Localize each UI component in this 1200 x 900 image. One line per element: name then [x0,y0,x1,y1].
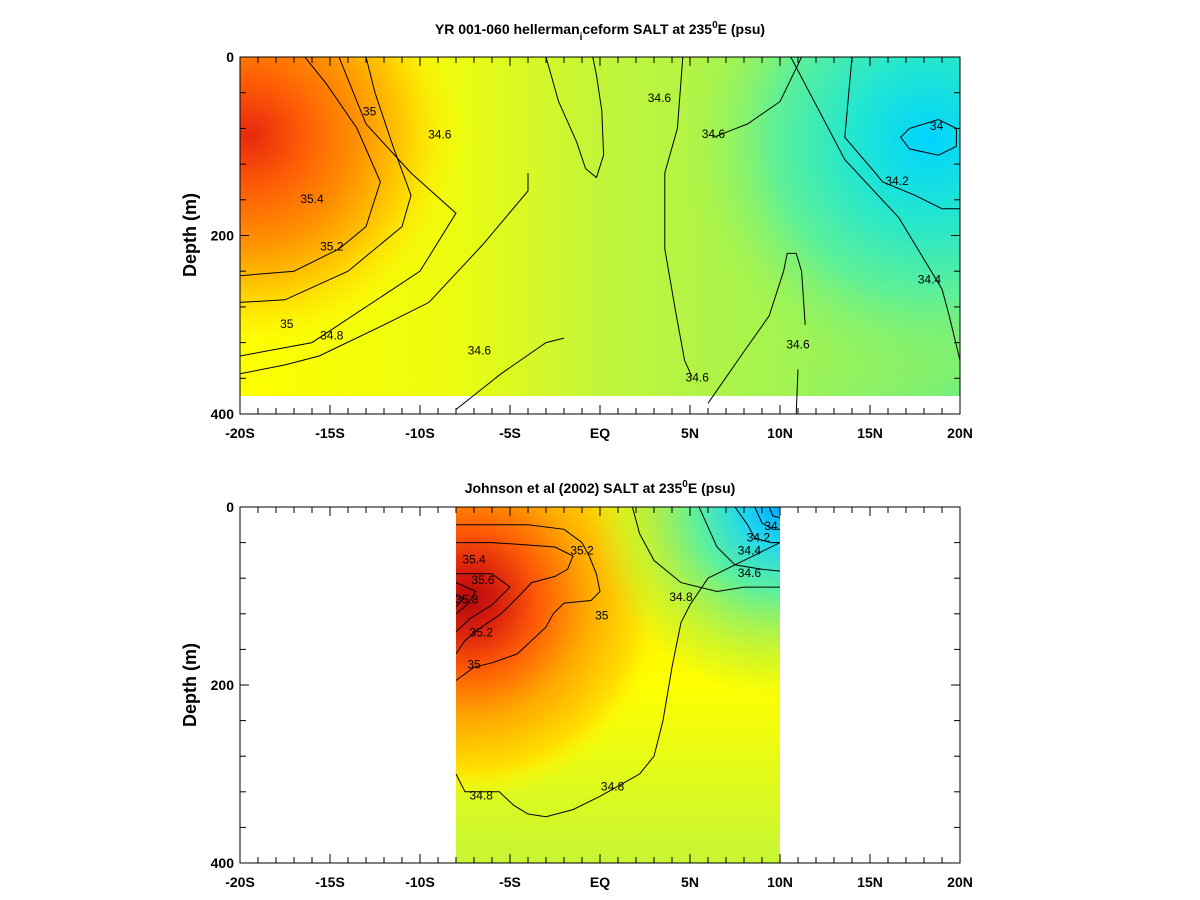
y-axis-label: Depth (m) [180,193,200,277]
contour-line [768,507,781,519]
contour-line [455,593,464,608]
contour-label: 34 [764,519,778,533]
x-tick-label: -15S [315,425,345,441]
x-tick-label: -10S [405,425,435,441]
contour-label: 34.8 [470,788,494,802]
contour-line [240,173,529,375]
contour-line [455,337,565,410]
contour-lines [240,57,960,414]
contour-label: 35.8 [455,593,479,607]
contour-label: 35.4 [300,192,324,206]
contour-label: 34.6 [786,337,810,351]
chart-johnson-salinity: Johnson et al (2002) SALT at 2350E (psu)… [180,479,973,890]
contour-line [240,57,457,357]
contour-label: 34.6 [738,566,762,580]
contour-label: 34 [930,119,944,133]
contour-label: 34.2 [885,174,909,188]
contour-label: 34.8 [601,779,625,793]
contour-label: 34.8 [669,590,693,604]
axis-ticks [239,506,961,864]
chart-model-salinity: YR 001-060 hellermaniceform SALT at 2350… [180,20,973,441]
y-tick-label: 400 [211,855,235,871]
chart-title: YR 001-060 hellermaniceform SALT at 2350… [435,20,765,43]
contour-lines [455,507,781,818]
y-tick-label: 0 [226,49,234,65]
contour-label: 35 [280,317,294,331]
contour-label: 34.6 [648,91,672,105]
contour-label: 34.6 [686,370,710,384]
contour-label: 34.6 [702,127,726,141]
x-tick-label: 15N [857,425,883,441]
contour-line [698,507,781,572]
contour-label: 34.6 [428,128,452,142]
contour-line [790,57,960,361]
x-tick-label: EQ [590,425,610,441]
x-tick-label: 15N [857,874,883,890]
contour-label: 35.6 [471,573,495,587]
contour-line [844,57,960,210]
contour-label: 34.4 [738,544,762,558]
x-tick-labels: -20S -15S -10S -5S EQ 5N 10N 15N 20N [225,874,973,890]
x-tick-label: -5S [499,874,521,890]
y-tick-labels: 0 200 400 [211,49,235,422]
contour-label: 34.2 [747,530,771,544]
x-tick-label: 10N [767,425,793,441]
x-tick-label: 20N [947,425,973,441]
field-fresh-core [456,507,780,863]
contour-label: 34.4 [918,272,942,286]
x-tick-label: EQ [590,874,610,890]
x-tick-labels: -20S -15S -10S -5S EQ 5N 10N 15N 20N [225,425,973,441]
contour-line [754,507,780,530]
x-tick-label: -15S [315,874,345,890]
contour-line [734,507,780,544]
contour-label: 35 [363,104,377,118]
contour-line [455,524,601,681]
axis-ticks [239,56,961,415]
contour-line [455,582,477,615]
contour-line [240,57,412,303]
plot-field [240,57,960,414]
contour-label: 35.2 [470,626,494,640]
y-tick-label: 400 [211,406,235,422]
contour-line [455,542,574,655]
contour-line [455,573,511,632]
contour-line [713,57,803,138]
contour-line [631,507,780,593]
contour-label: 34.8 [320,329,344,343]
x-tick-label: 10N [767,874,793,890]
x-tick-label: -20S [225,874,255,890]
plot-field [455,507,781,863]
contour-label: 35 [467,658,481,672]
contour-label: 35.2 [570,544,594,558]
x-tick-label: -10S [405,874,435,890]
contour-line [707,252,806,404]
contour-labels: 35 34.6 34.6 34.6 34 35.4 34.2 35.2 34.4 35 34.8 34… [280,91,943,384]
contour-line [795,369,799,414]
contour-line [899,118,957,156]
y-tick-label: 0 [226,499,234,515]
chart-title: Johnson et al (2002) SALT at 2350E (psu) [465,479,736,496]
contour-line [664,57,693,377]
contour-line [545,57,605,179]
x-tick-label: 5N [681,425,699,441]
y-tick-labels: 0 200 400 [211,499,235,871]
contour-label: 34.6 [468,344,492,358]
x-tick-label: -20S [225,425,255,441]
field-fresh-core [240,57,960,396]
contour-line [455,542,781,818]
y-tick-label: 200 [211,677,235,693]
x-tick-label: 20N [947,874,973,890]
contour-label: 35 [595,609,609,623]
y-tick-label: 200 [211,228,235,244]
contour-label: 35.4 [462,553,486,567]
x-tick-label: -5S [499,425,521,441]
y-axis-label: Depth (m) [180,643,200,727]
x-tick-label: 5N [681,874,699,890]
contour-label: 35.2 [320,239,344,253]
contour-line [240,57,381,277]
